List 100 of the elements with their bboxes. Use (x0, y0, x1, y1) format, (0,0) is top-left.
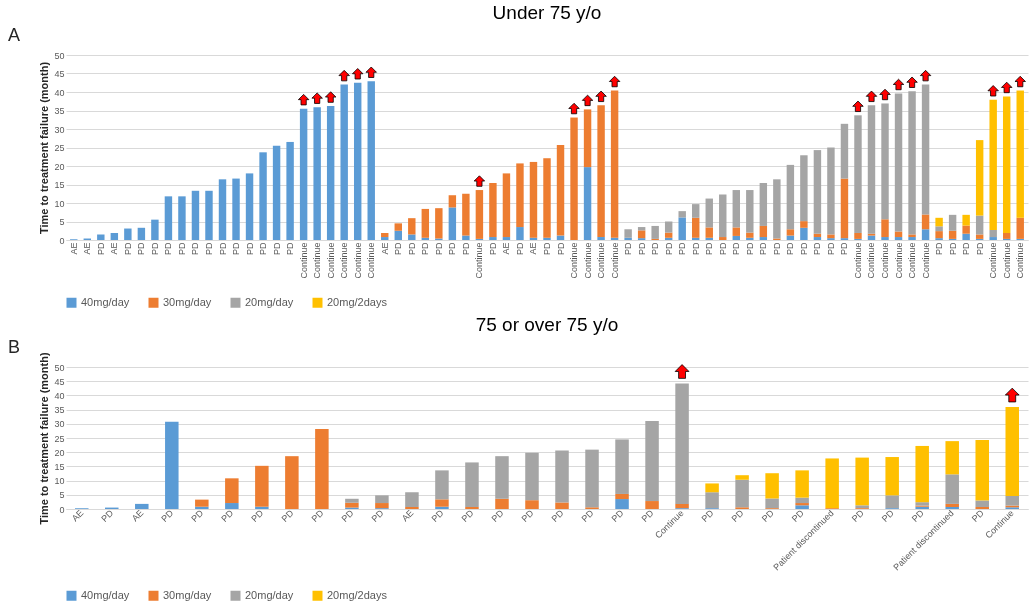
x-tick-label: PD (542, 242, 552, 256)
text: A (8, 25, 21, 45)
x-tick-label: PD (122, 242, 133, 256)
x-tick-label: PD (744, 242, 755, 256)
x-tick-label: PD (514, 242, 525, 256)
x-tick-label: PD (136, 242, 147, 256)
x-tick-label: AE (68, 242, 79, 255)
legend-label: 20mg/2days (327, 588, 388, 601)
y-tick-label: 40 (54, 87, 65, 98)
x-tick-label: PD (447, 242, 458, 256)
x-tick-label: Continue (866, 242, 877, 279)
x-tick-label: Continue (582, 242, 593, 279)
x-tick-label: Continue (609, 242, 620, 279)
y-tick-label: 35 (54, 405, 65, 416)
x-tick-label: PD (650, 242, 661, 256)
y-tick-label: 15 (54, 461, 65, 472)
x-tick-label: PD (487, 242, 498, 256)
x-tick-label: PD (176, 242, 187, 256)
x-tick-label: PD (839, 242, 850, 256)
chart-title: Under 75 y/o (492, 2, 602, 23)
x-tick-label: PD (879, 507, 897, 524)
x-tick-label: Continue (366, 242, 377, 279)
x-tick-label: PD (393, 242, 404, 256)
x-tick-label: PD (699, 507, 716, 524)
y-tick-label: 30 (54, 419, 65, 430)
legend-label: 40mg/day (81, 588, 130, 601)
x-tick-label: PD (947, 242, 958, 256)
y-tick-label: 25 (54, 433, 65, 444)
x-tick-label: AE (379, 242, 390, 255)
x-tick-label: PD (406, 242, 417, 256)
y-tick-label: 30 (54, 124, 65, 135)
y-tick-label: 5 (59, 490, 65, 501)
x-tick-label: PD (609, 507, 626, 524)
x-tick-label: Continue (474, 242, 485, 279)
x-tick-label: Continue (596, 242, 607, 279)
x-tick-label: AE (528, 242, 539, 255)
y-tick-label: 25 (54, 143, 65, 153)
y-tick-label: 0 (59, 235, 65, 246)
y-tick-label: 20 (54, 161, 65, 172)
x-tick-label: PD (460, 242, 471, 256)
x-tick-label: PD (636, 242, 647, 256)
x-tick-label: PD (677, 242, 688, 256)
x-tick-label: PD (731, 242, 742, 256)
x-tick-label: PD (849, 507, 867, 524)
x-tick-label: Continue (1015, 242, 1026, 279)
x-tick-label: PD (961, 242, 972, 256)
x-tick-label: PD (459, 507, 476, 524)
x-tick-label: PD (974, 242, 985, 256)
x-tick-label: PD (163, 242, 174, 256)
x-tick-label: PD (555, 242, 566, 256)
x-tick-label: PD (217, 242, 228, 256)
x-tick-label: AE (109, 242, 120, 255)
x-tick-label: AE (399, 507, 416, 524)
x-tick-label: PD (429, 507, 446, 524)
x-tick-label: PD (99, 507, 116, 524)
x-tick-label: PD (95, 242, 106, 256)
x-tick-label: PD (339, 507, 356, 524)
y-axis-title: Time to treatment failure (month) (38, 352, 51, 525)
x-tick-label: PD (758, 242, 769, 256)
legend-label: 40mg/day (81, 295, 130, 308)
y-tick-label: 10 (54, 476, 65, 487)
x-tick-label: Continue (298, 242, 309, 279)
x-tick-label: PD (579, 507, 596, 524)
x-tick-label: PD (189, 507, 206, 524)
legend-label: 20mg/day (245, 588, 294, 601)
y-tick-label: 15 (54, 180, 65, 190)
x-tick-label: PD (639, 507, 656, 524)
x-tick-label: Continue (920, 242, 931, 279)
x-tick-label: PD (219, 507, 236, 524)
x-tick-label: Continue (893, 242, 904, 279)
x-tick-label: PD (690, 242, 701, 256)
x-tick-label: AE (69, 507, 86, 524)
x-tick-label: PD (623, 242, 634, 256)
x-tick-label: PD (203, 242, 214, 256)
x-tick-label: PD (249, 507, 266, 524)
x-tick-label: PD (759, 507, 776, 524)
x-tick-label: PD (369, 507, 386, 524)
x-tick-label: Continue (312, 242, 323, 279)
x-tick-label: PD (258, 242, 269, 256)
x-tick-label: PD (729, 507, 746, 524)
y-tick-label: 0 (59, 504, 65, 515)
x-tick-label: PD (663, 242, 674, 256)
x-tick-label: Continue (325, 242, 336, 279)
chart-title: 75 or over 75 y/o (475, 314, 619, 335)
y-tick-label: 50 (54, 362, 65, 373)
y-tick-label: 10 (54, 198, 65, 209)
y-tick-label: 45 (54, 376, 65, 387)
y-tick-label: 20 (54, 447, 65, 458)
x-tick-label: PD (231, 242, 242, 256)
x-tick-label: PD (190, 242, 201, 256)
x-tick-label: Continue (1001, 242, 1012, 279)
x-tick-label: PD (969, 507, 987, 524)
x-tick-label: PD (812, 242, 823, 256)
x-tick-label: PD (934, 242, 945, 256)
x-tick-label: Continue (339, 242, 350, 279)
x-tick-label: PD (798, 242, 809, 256)
x-tick-label: AE (501, 242, 512, 255)
x-tick-label: PD (271, 242, 282, 256)
x-tick-label: AE (82, 242, 93, 255)
x-tick-label: PD (433, 242, 444, 256)
